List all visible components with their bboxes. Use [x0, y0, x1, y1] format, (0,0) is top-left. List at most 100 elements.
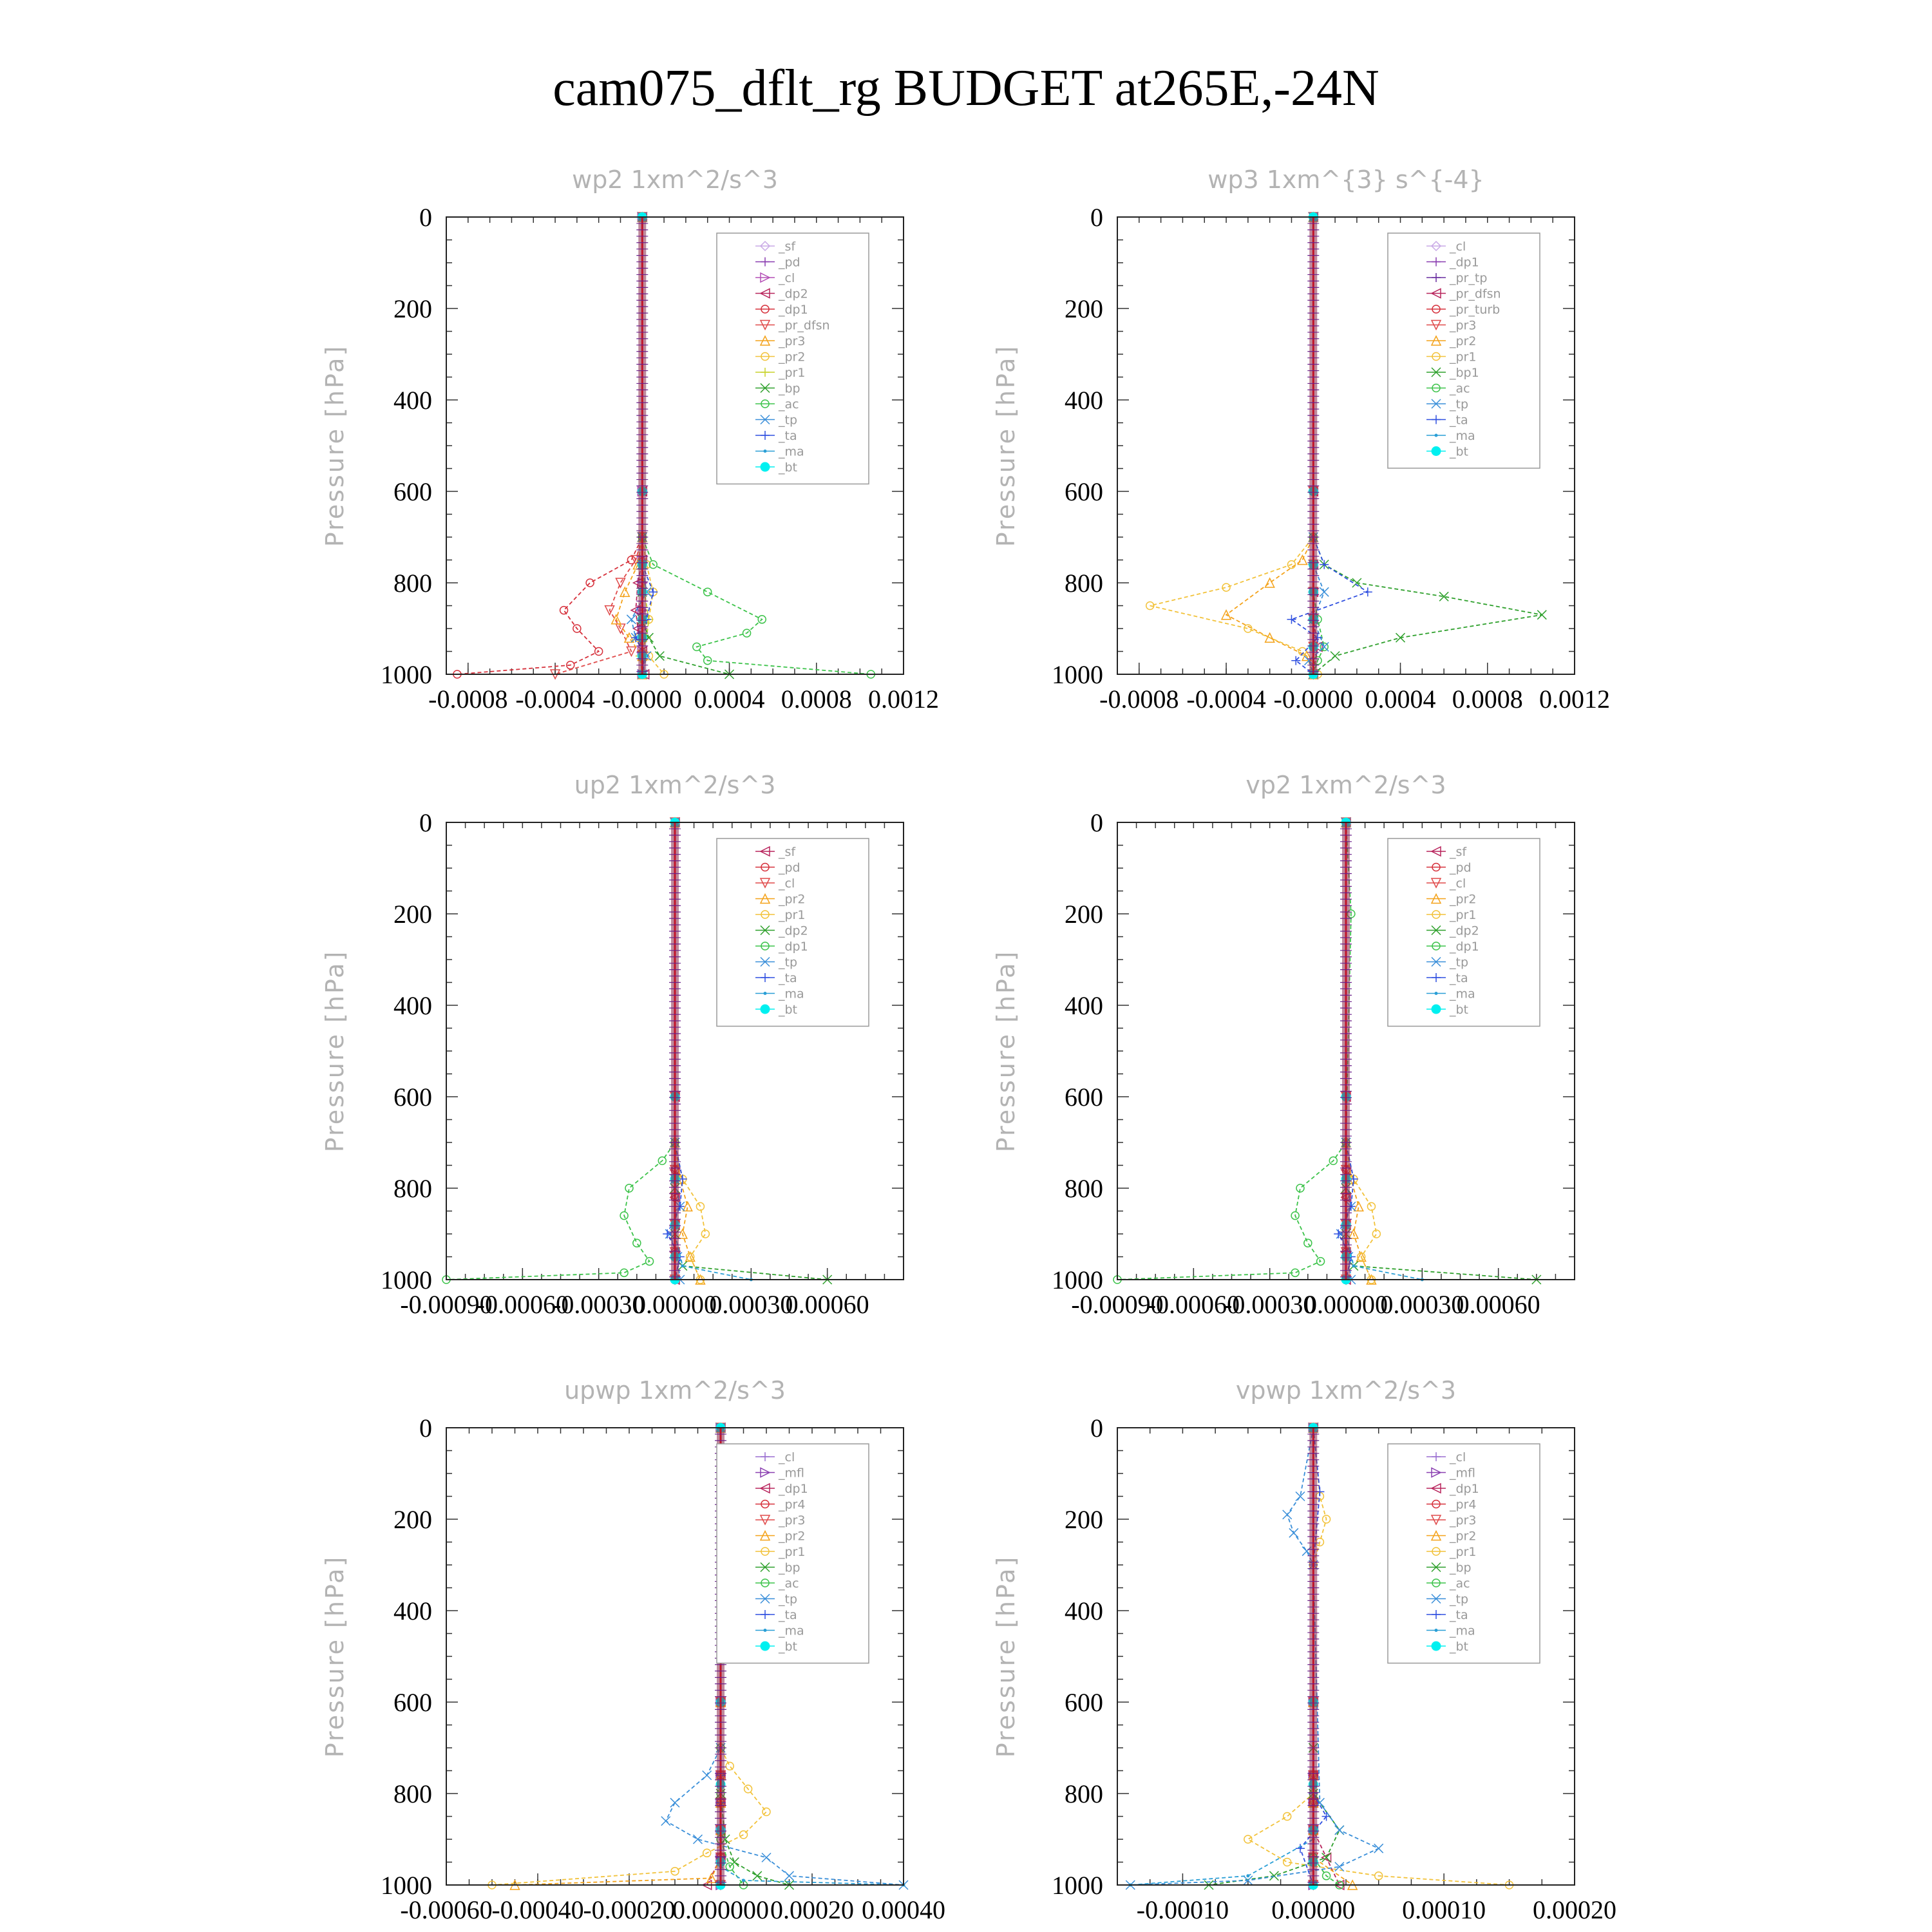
legend-label: _bp	[778, 1561, 800, 1575]
legend-label: _tp	[778, 956, 797, 970]
legend: _cl _mfl_dp1 _pr4_pr3 _pr2_pr1 _bp _ac _tp_ta _…	[716, 1443, 869, 1664]
legend-swatch-marker	[759, 1530, 771, 1541]
data-point	[645, 1256, 654, 1266]
y-tick-label: 0	[419, 1414, 432, 1443]
data-point	[573, 624, 582, 633]
legend-swatch-marker	[1431, 925, 1441, 936]
legend-swatch-marker	[759, 846, 770, 857]
y-tick-label: 200	[1065, 1505, 1103, 1534]
legend-item: _pr1	[1426, 350, 1476, 365]
data-point	[1244, 624, 1253, 633]
chart-panel-3: up2 1xm^2/s^3 Pressure [hPa] 0 200 400 600 800…	[321, 771, 904, 1319]
series-pr2	[509, 1422, 726, 1890]
legend-swatch-marker	[1430, 846, 1441, 857]
legend-label: _cl	[778, 876, 795, 891]
legend-label: _ta	[1449, 413, 1468, 428]
legend-label: _pr3	[1449, 1513, 1476, 1528]
legend-item: _pr2	[755, 350, 805, 365]
legend-swatch-marker	[761, 368, 770, 377]
legend-item: _pr3	[755, 1513, 805, 1528]
panel-title: vp2 1xm^2/s^3	[1245, 771, 1446, 799]
legend-label: _pr2	[778, 893, 805, 907]
x-tick-label: 0.00020	[1533, 1895, 1616, 1924]
data-point	[604, 605, 615, 616]
data-point	[739, 1830, 748, 1839]
zero-line-stack	[1307, 1427, 1320, 1885]
legend-box	[1387, 838, 1540, 1027]
legend-swatch-marker	[1434, 992, 1438, 995]
legend-item: _ma	[1426, 1624, 1475, 1638]
legend-label: _pr2	[778, 350, 805, 365]
y-axis-label: Pressure [hPa]	[992, 950, 1020, 1153]
legend-swatch-marker	[1432, 910, 1441, 919]
data-point	[615, 578, 626, 589]
data-point	[1321, 1852, 1332, 1862]
legend-label: _pr1	[1449, 350, 1476, 365]
legend-label: _tp	[778, 1593, 797, 1607]
legend-label: _dp1	[778, 1482, 808, 1496]
legend-swatch-marker	[1430, 1530, 1442, 1541]
x-tick-label: 0.00060	[786, 1290, 869, 1319]
y-tick-label: 600	[393, 1083, 432, 1112]
x-tick-label: 0.0008	[1452, 685, 1523, 714]
legend-item: _pd	[1426, 861, 1472, 875]
figure-title: cam075_dflt_rg BUDGET at265E,-24N	[553, 60, 1379, 117]
legend-swatch-marker	[1432, 1547, 1441, 1556]
data-point	[1356, 1251, 1367, 1262]
legend-swatch-marker	[760, 1562, 770, 1573]
legend-item: _pr2	[1426, 1530, 1476, 1544]
legend-item: _ac	[1426, 1577, 1470, 1591]
series-line	[1290, 217, 1369, 675]
legend-label: _ac	[778, 397, 799, 412]
data-point	[1334, 1825, 1345, 1835]
data-point	[685, 1252, 695, 1262]
legend-swatch-marker	[759, 240, 771, 252]
data-point	[1353, 1200, 1364, 1212]
y-tick-label: 1000	[1052, 660, 1103, 689]
legend-item: _pr3	[755, 334, 805, 348]
legend-label: _pr_tp	[1449, 271, 1487, 285]
legend-item: _ta	[755, 429, 797, 443]
legend-label: _ma	[1449, 1624, 1475, 1638]
plot-frame	[446, 822, 904, 1280]
legend-label: _bp	[778, 382, 800, 396]
legend-label: _dp1	[778, 940, 808, 954]
legend: _sf _pd_cl _dp2 _dp1 _pr_dfsn_pr3 _pr2_pr1 _bp…	[716, 232, 869, 485]
series-line	[1117, 822, 1352, 1280]
legend-item: _pr_tp	[1426, 271, 1487, 285]
legend-swatch-marker	[763, 450, 767, 453]
plot-frame	[446, 1427, 904, 1886]
data-point	[703, 587, 712, 596]
legend-label: _dp2	[778, 924, 808, 938]
data-point	[658, 1156, 667, 1166]
legend-label: _bt	[1449, 1003, 1468, 1017]
data-point	[1356, 1252, 1366, 1262]
legend-label: _dp1	[778, 303, 808, 317]
data-point	[1321, 1871, 1331, 1880]
zero-line-stack	[1307, 216, 1320, 674]
legend-swatch-marker	[1432, 862, 1441, 872]
legend-label: _cl	[778, 271, 795, 285]
legend-item: _dp1	[1426, 940, 1479, 954]
plot-frame	[1117, 822, 1575, 1280]
legend-label: _bt	[778, 1003, 797, 1017]
legend-item: _tp	[755, 956, 797, 970]
data-point	[1282, 1857, 1292, 1867]
legend-item: _dp2	[755, 287, 808, 301]
legend-label: _pr1	[778, 366, 805, 380]
x-tick-label: 0.00010	[1402, 1895, 1486, 1924]
panel-title: upwp 1xm^2/s^3	[564, 1376, 786, 1405]
series-tp	[1125, 1423, 1384, 1890]
data-point	[626, 646, 637, 658]
zero-line-stack	[1340, 822, 1352, 1280]
legend-item: _bt	[755, 460, 797, 475]
legend-item: _pr1	[755, 908, 805, 922]
legend-label: _pr1	[778, 908, 805, 922]
legend-item: _mfl	[1426, 1466, 1475, 1481]
y-tick-label: 600	[1065, 1083, 1103, 1112]
legend-swatch-marker	[1430, 878, 1442, 889]
legend-item: _pr1	[1426, 908, 1476, 922]
y-tick-label: 0	[1090, 203, 1103, 232]
legend-label: _ta	[1449, 971, 1468, 985]
